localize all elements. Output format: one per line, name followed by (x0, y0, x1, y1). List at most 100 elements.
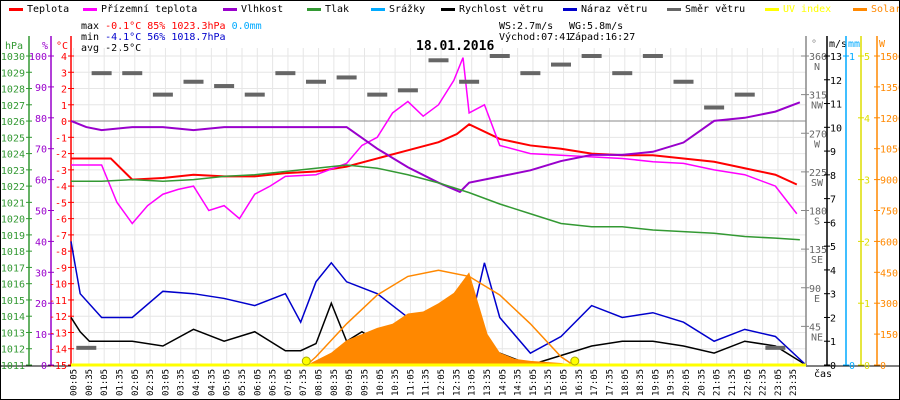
x-tick-label: 11:35 (422, 369, 432, 396)
ms-tick-label: 2 (830, 313, 836, 324)
hPa-tick-label: 1013 (1, 328, 25, 339)
legend-swatch (307, 8, 321, 11)
wind-direction-mark (673, 79, 694, 84)
wind-direction-mark (336, 75, 357, 80)
uv-tick-label: 0 (864, 361, 870, 372)
mm-unit: mm (848, 39, 860, 50)
x-tick-label: 09:05 (345, 369, 355, 396)
temp-tick-label: -4 (55, 182, 67, 193)
temp-tick-label: -14 (49, 345, 67, 356)
w-unit: W (879, 39, 886, 50)
wind-direction-mark (275, 71, 296, 76)
hPa-tick-label: 1029 (1, 68, 25, 79)
x-tick-label: 17:35 (605, 369, 615, 396)
series-line (71, 57, 798, 225)
temp-tick-label: -2 (55, 150, 67, 161)
ms-tick-label: 6 (830, 218, 836, 229)
sunset-stat: Západ:16:27 (569, 32, 636, 43)
legend-item: Vlhkost (223, 4, 283, 15)
x-tick-label: 22:35 (759, 369, 769, 396)
hPa-tick-label: 1026 (1, 117, 25, 128)
ms-tick-label: 9 (830, 147, 836, 158)
ms-tick-label: 4 (830, 266, 836, 277)
pct-tick-label: 20 (35, 299, 47, 310)
uv-tick-label: 1 (864, 299, 870, 310)
legend-swatch (9, 8, 23, 11)
wind-direction-mark (428, 58, 449, 63)
dir-tick-label: SE (811, 255, 823, 266)
stats-min: min -4.1°C 56% 1018.7hPa (81, 32, 226, 43)
ms-tick-label: 8 (830, 171, 836, 182)
hPa-tick-label: 1025 (1, 133, 25, 144)
series-line (71, 123, 798, 186)
dir-tick-label: 135 (809, 245, 827, 256)
legend-label: Náraz větru (581, 4, 648, 15)
x-tick-label: 21:05 (713, 369, 723, 396)
x-tick-label: 23:35 (789, 369, 799, 396)
wind-direction-mark (183, 79, 204, 84)
legend-label: Směr větru (685, 4, 746, 15)
temp-tick-label: -10 (49, 280, 67, 291)
x-tick-label: 06:35 (269, 369, 279, 396)
sunrise-stat: Východ:07:41 (499, 32, 572, 43)
ms-tick-label: 13 (830, 52, 842, 63)
wind-direction-mark (306, 79, 326, 84)
w-tick-label: 1500 (880, 52, 900, 63)
wind-direction-mark (581, 54, 602, 58)
wind-direction-mark (765, 345, 786, 350)
ms-tick-label: 1 (830, 337, 836, 348)
dir-tick-label: 90 (809, 284, 821, 295)
x-tick-label: 14:35 (514, 369, 524, 396)
legend-swatch (853, 8, 867, 11)
pct-tick-label: 60 (35, 176, 47, 187)
legend-label: Přízemní teplota (101, 4, 198, 15)
w-tick-label: 0 (880, 361, 886, 372)
hPa-tick-label: 1020 (1, 215, 25, 226)
x-tick-label: 12:05 (437, 369, 447, 396)
legend-item: Náraz větru (563, 4, 647, 15)
legend-label: Tlak (325, 4, 350, 15)
legend-label: Rychlost větru (459, 4, 544, 15)
sun-marker (301, 356, 311, 366)
temp-tick-label: -6 (55, 215, 67, 226)
uv-tick-label: 2 (864, 237, 870, 248)
legend-item: Rychlost větru (441, 4, 543, 15)
dir-tick-label: E (814, 294, 820, 305)
hPa-unit: hPa (5, 41, 23, 52)
temp-tick-label: 3 (61, 68, 67, 79)
x-tick-label: 18:05 (621, 369, 631, 396)
x-tick-label: 04:35 (207, 369, 217, 396)
x-tick-label: 17:05 (590, 369, 600, 396)
ms-tick-label: 10 (830, 123, 842, 134)
legend-item: Solar (853, 4, 899, 15)
legend-swatch (441, 8, 455, 11)
x-tick-label: 04:05 (192, 369, 202, 396)
x-tick-label: 01:05 (100, 369, 110, 396)
temp-tick-label: 1 (61, 101, 67, 112)
hPa-tick-label: 1028 (1, 85, 25, 96)
pct-tick-label: 70 (35, 145, 47, 156)
pct-tick-label: 100 (29, 52, 47, 63)
temp-tick-label: -5 (55, 198, 67, 209)
x-tick-label: 10:05 (376, 369, 386, 396)
dir-tick-label: 315 (809, 91, 827, 102)
hPa-tick-label: 1018 (1, 247, 25, 258)
temp-tick-label: 0 (61, 117, 67, 128)
legend-item: Přízemní teplota (83, 4, 197, 15)
ms-tick-label: 3 (830, 290, 836, 301)
wind-direction-mark (612, 71, 633, 76)
dir-tick-label: 225 (809, 168, 827, 179)
x-tick-label: 19:05 (651, 369, 661, 396)
stats-max: max -0.1°C 85% 1023.3hPa 0.0mm (81, 21, 262, 32)
pct-tick-label: 30 (35, 268, 47, 279)
solar-theoretical-line (306, 269, 574, 366)
dir-unit: ° (811, 39, 817, 50)
w-tick-label: 900 (880, 176, 898, 187)
ms-tick-label: 7 (830, 195, 836, 206)
legend-swatch (765, 8, 779, 11)
w-tick-label: 150 (880, 330, 898, 341)
wind-direction-mark (152, 92, 173, 97)
solar-area (306, 272, 574, 365)
wind-direction-mark (76, 345, 97, 350)
